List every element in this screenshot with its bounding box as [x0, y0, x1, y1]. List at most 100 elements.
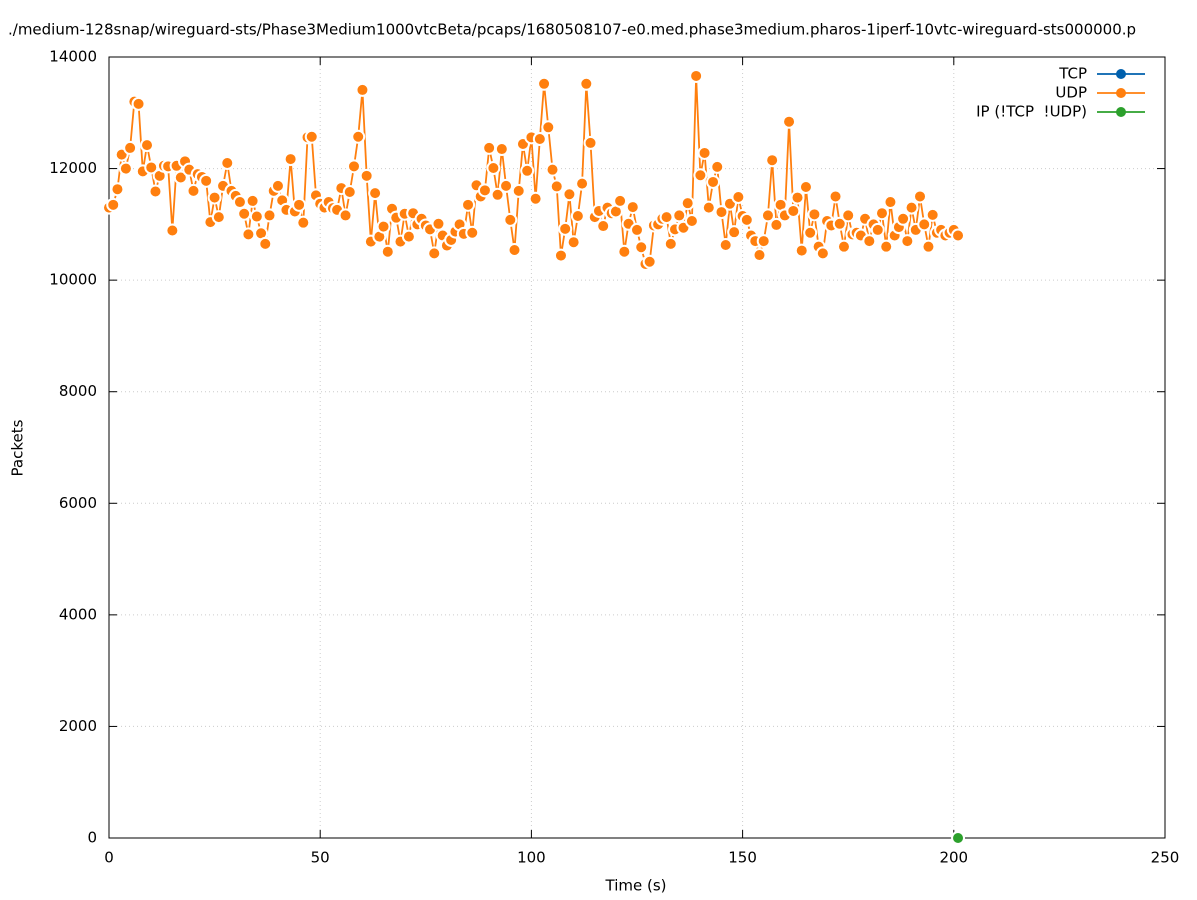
data-point — [342, 185, 357, 200]
data-point — [199, 173, 214, 188]
data-point — [173, 170, 188, 185]
data-point — [756, 234, 771, 249]
data-point — [148, 184, 163, 199]
data-point — [684, 214, 699, 229]
data-point — [532, 132, 547, 147]
data-point — [304, 129, 319, 144]
data-point — [165, 223, 180, 238]
data-point — [511, 183, 526, 198]
data-point — [752, 248, 767, 263]
data-point — [549, 179, 564, 194]
y-tick-label: 12000 — [49, 159, 97, 177]
data-point — [760, 208, 775, 223]
data-point — [697, 145, 712, 160]
data-point — [579, 76, 594, 91]
data-point — [249, 209, 264, 224]
data-point — [131, 96, 146, 111]
data-point — [659, 210, 674, 225]
data-point — [798, 179, 813, 194]
data-point — [232, 195, 247, 210]
data-point — [351, 129, 366, 144]
data-point — [706, 174, 721, 189]
data-point — [630, 222, 644, 237]
y-tick-label: 0 — [87, 829, 97, 847]
data-point — [921, 239, 936, 254]
data-point — [625, 200, 640, 215]
data-point — [710, 159, 725, 174]
data-point — [782, 114, 797, 129]
data-point — [537, 76, 552, 91]
legend-label: TCP — [1058, 65, 1087, 83]
data-point — [376, 219, 391, 234]
data-point — [220, 155, 235, 170]
plot-frame — [108, 56, 1166, 839]
data-point — [292, 197, 307, 212]
data-point — [553, 248, 568, 263]
data-point — [613, 193, 628, 208]
y-tick-label: 10000 — [49, 271, 97, 289]
data-point — [499, 178, 514, 193]
data-point — [832, 216, 847, 231]
data-point — [570, 208, 585, 223]
data-point — [883, 195, 898, 210]
data-point — [346, 159, 361, 174]
data-point — [807, 207, 822, 222]
data-point — [359, 168, 374, 183]
legend-label: IP (!TCP !UDP) — [976, 103, 1087, 121]
data-point — [338, 208, 353, 223]
y-axis-label: Packets — [9, 419, 27, 476]
data-point — [900, 234, 915, 249]
data-point — [862, 234, 877, 249]
data-point — [803, 225, 818, 240]
data-point — [558, 221, 573, 236]
data-point — [207, 190, 222, 205]
legend-label: UDP — [1055, 84, 1087, 102]
data-point — [110, 182, 125, 197]
x-tick-label: 100 — [517, 849, 546, 867]
data-point — [917, 217, 932, 232]
x-tick-label: 200 — [939, 849, 968, 867]
data-point — [879, 239, 894, 254]
data-point — [140, 138, 155, 153]
data-point — [904, 200, 919, 215]
data-point — [913, 189, 928, 204]
data-point — [718, 237, 733, 252]
data-point — [211, 210, 226, 225]
data-point — [528, 191, 543, 206]
data-point — [874, 206, 889, 221]
data-point — [262, 208, 277, 223]
data-point — [663, 236, 678, 251]
data-point — [258, 236, 273, 251]
data-point — [786, 203, 801, 218]
x-tick-label: 50 — [311, 849, 330, 867]
data-point — [541, 120, 556, 135]
data-point — [951, 228, 966, 243]
data-point — [672, 208, 687, 223]
data-point — [355, 82, 370, 97]
y-tick-label: 8000 — [59, 382, 97, 400]
x-tick-label: 0 — [104, 849, 114, 867]
data-point — [790, 190, 805, 205]
data-point — [477, 183, 492, 198]
x-tick-label: 250 — [1151, 849, 1180, 867]
data-point — [794, 243, 809, 258]
data-point — [465, 225, 480, 240]
data-point — [815, 246, 830, 261]
data-point — [739, 212, 754, 227]
legend-swatch — [1116, 88, 1126, 98]
data-point — [731, 190, 746, 205]
data-point — [431, 216, 446, 231]
data-point — [237, 206, 252, 221]
legend-swatch — [1116, 107, 1126, 117]
data-point — [123, 140, 138, 155]
legend-swatch — [1116, 69, 1126, 79]
chart-title: ./medium-128snap/wireguard-sts/Phase3Med… — [8, 21, 1136, 39]
data-point — [427, 246, 442, 261]
data-point — [714, 205, 729, 220]
y-tick-label: 2000 — [59, 717, 97, 735]
data-point — [270, 178, 285, 193]
data-point — [693, 168, 708, 183]
data-point — [562, 187, 577, 202]
data-point — [828, 189, 843, 204]
